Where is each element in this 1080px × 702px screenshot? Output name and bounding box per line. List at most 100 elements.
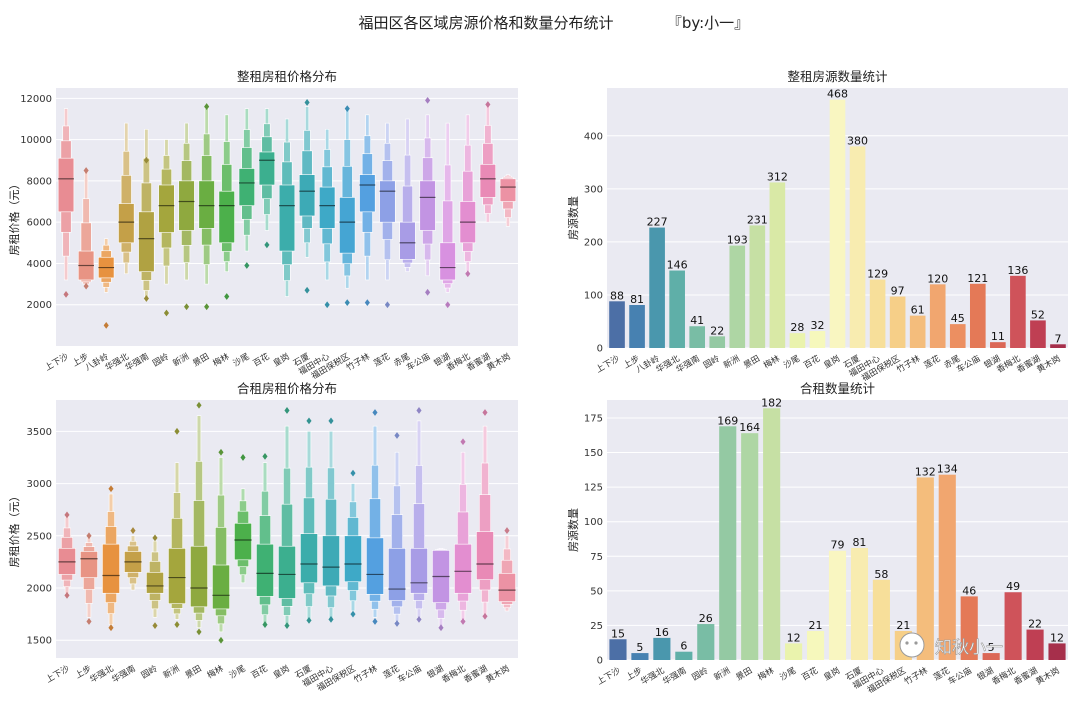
outlier-low <box>108 624 114 632</box>
outlier-low <box>364 299 370 307</box>
x-tick-label: 华强北 <box>639 665 667 688</box>
outlier-high <box>64 511 70 519</box>
boxen-level-3 <box>212 564 230 610</box>
outlier-high <box>196 401 202 409</box>
x-tick-label: 梅林 <box>762 353 783 371</box>
y-tick-label: 10000 <box>20 135 52 146</box>
data-label: 41 <box>690 314 704 327</box>
bar-上步 <box>631 653 649 660</box>
bar-华强北 <box>653 637 671 660</box>
x-tick-label: 景田 <box>191 352 211 369</box>
boxen-黄木岗 <box>498 527 516 612</box>
outlier-high <box>174 427 180 435</box>
y-tick-label: 6000 <box>27 218 52 229</box>
boxen-石厦 <box>298 99 316 294</box>
data-label: 231 <box>747 213 768 226</box>
y-tick-label: 1500 <box>27 636 52 647</box>
boxen-level-3 <box>57 157 75 213</box>
boxen-皇岗 <box>278 407 296 630</box>
boxen-皇岗 <box>278 118 296 297</box>
outlier-low <box>284 622 290 630</box>
data-label: 12 <box>787 631 801 644</box>
x-tick-label: 皇岗 <box>822 353 842 371</box>
boxen-level-3 <box>300 533 318 584</box>
x-tick-label: 皇岗 <box>822 665 842 683</box>
x-tick-label: 竹子林 <box>902 665 930 688</box>
bar-园岭 <box>697 624 715 660</box>
x-tick-label: 梅林 <box>756 665 777 683</box>
x-tick-label: 竹子林 <box>344 351 372 374</box>
outlier-low <box>350 610 356 618</box>
boxen-上步 <box>77 167 95 290</box>
bar-福田保税区 <box>889 296 906 348</box>
x-tick-label: 皇岗 <box>271 663 291 681</box>
bar-新洲 <box>729 245 746 348</box>
x-tick-label: 新洲 <box>171 351 191 369</box>
outlier-high <box>306 417 312 425</box>
data-label: 227 <box>647 216 668 229</box>
data-label: 15 <box>611 627 625 640</box>
x-tick-label: 上下沙 <box>44 664 72 686</box>
outlier-low <box>262 621 268 628</box>
bar-石厦 <box>849 146 866 348</box>
data-label: 164 <box>739 421 760 434</box>
x-tick-label: 竹子林 <box>895 353 923 376</box>
boxen-level-3 <box>238 168 255 206</box>
boxen-level-3 <box>499 178 517 202</box>
boxen-level-3 <box>178 180 195 231</box>
bar-皇岗 <box>829 99 846 349</box>
bar-景田 <box>741 433 759 660</box>
boxen-银湖 <box>432 548 450 632</box>
watermark-text: 知秋小一 <box>935 638 1003 658</box>
outlier-low <box>204 303 210 311</box>
bar-银湖 <box>982 653 1000 660</box>
y-tick-label: 175 <box>584 413 603 424</box>
x-tick-label: 上下沙 <box>43 352 71 374</box>
x-tick-label: 车公庙 <box>946 665 974 688</box>
x-tick-label: 黄木岗 <box>484 663 512 685</box>
boxen-level-3 <box>476 531 494 580</box>
chart-title: 整租房租价格分布 <box>237 69 337 84</box>
outlier-low <box>218 636 224 644</box>
data-label: 136 <box>1007 264 1028 277</box>
boxen-园岭 <box>158 139 175 317</box>
outlier-low <box>306 616 312 624</box>
bar-香蜜湖 <box>1030 320 1046 348</box>
y-tick-label: 3000 <box>27 479 52 490</box>
x-tick-label: 景田 <box>742 354 762 371</box>
outlier-low <box>83 282 89 290</box>
boxen-莲花 <box>379 122 396 309</box>
outlier-low <box>445 301 451 309</box>
data-label: 49 <box>1006 580 1020 593</box>
outlier-low <box>152 622 158 630</box>
boxen-赤尾 <box>399 118 416 272</box>
data-label: 97 <box>891 285 905 298</box>
data-label: 52 <box>1031 308 1045 321</box>
outlier-high <box>416 407 422 414</box>
y-tick-label: 3500 <box>27 427 52 438</box>
data-label: 5 <box>636 641 643 654</box>
outlier-high <box>130 527 136 534</box>
bar-竹子林 <box>909 315 926 348</box>
outlier-low <box>196 628 202 636</box>
data-label: 58 <box>874 568 888 581</box>
x-tick-label: 皇岗 <box>271 351 291 369</box>
outlier-low <box>143 295 149 302</box>
data-label: 169 <box>717 414 738 427</box>
y-tick-label: 0 <box>597 344 603 355</box>
data-label: 193 <box>727 234 748 247</box>
x-tick-label: 沙尾 <box>232 352 252 369</box>
boxen-level-3 <box>419 180 436 231</box>
boxen-level-3 <box>298 174 316 217</box>
bar-八卦岭 <box>649 227 665 348</box>
x-tick-label: 新洲 <box>722 353 742 371</box>
y-axis-label: 房租价格（元） <box>7 179 21 256</box>
x-tick-label: 梅林 <box>205 663 226 681</box>
outlier-low <box>64 591 70 599</box>
outlier-high <box>485 101 491 108</box>
data-label: 182 <box>761 396 782 409</box>
outlier-high <box>425 96 431 104</box>
x-tick-label: 黄木岗 <box>1034 665 1062 687</box>
y-tick-label: 8000 <box>27 176 52 187</box>
